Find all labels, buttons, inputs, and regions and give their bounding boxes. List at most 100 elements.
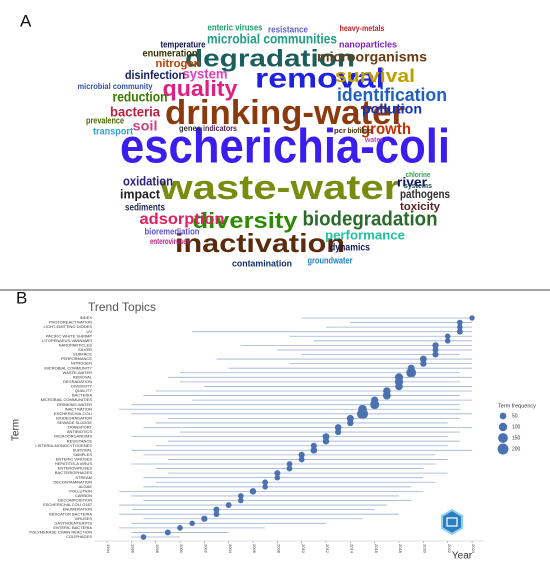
y-tick-label: QUALITY	[75, 388, 92, 393]
word: indicators	[203, 124, 237, 133]
word: toxicity	[400, 201, 441, 213]
trend-point	[262, 479, 269, 486]
word: pcr	[334, 128, 346, 135]
y-tick-label: COLIPHAGES	[66, 534, 92, 539]
word: biodegradation	[303, 208, 438, 230]
trend-point	[286, 461, 293, 467]
word: identification	[337, 85, 447, 105]
logo	[441, 508, 463, 536]
word: water	[364, 137, 383, 144]
y-tick-label: ENTERIC BACTERIA	[53, 525, 92, 530]
y-tick-label: TRANSPORT	[67, 425, 92, 430]
trend-point	[177, 525, 183, 531]
trend-point	[456, 328, 463, 335]
trend-point	[382, 391, 391, 400]
x-tick-label: 2016	[374, 544, 379, 554]
word: resistance	[268, 24, 308, 34]
y-tick-label: HEPATITIS-A VIRUS	[55, 461, 93, 466]
word: biofilms	[348, 128, 373, 135]
y-tick-label: PHOTOREACTIVATION	[49, 320, 92, 325]
y-tick-label: REMOVAL	[73, 374, 93, 379]
trend-point	[444, 338, 451, 344]
legend-size-marker	[497, 443, 509, 455]
y-tick-label: SEWAGE SLUDGE	[57, 420, 92, 425]
word: heavy-metals	[340, 24, 385, 33]
x-tick-label: 2020	[422, 544, 427, 554]
y-tick-label: ESCHERICHIA-COLI	[54, 411, 92, 416]
y-tick-label: ENTERIC VIRUSES	[56, 457, 93, 462]
y-tick-label: SURFACE	[73, 352, 92, 357]
word: escherichia-coli	[120, 121, 450, 174]
y-tick-label: ALGAE	[79, 484, 93, 489]
trend-point	[140, 534, 147, 540]
x-tick-label: 2006	[252, 544, 257, 554]
y-tick-label: GASTROENTERITIS	[54, 520, 92, 525]
x-tick-label: 2012	[325, 544, 330, 554]
y-tick-label: NANOPARTICLES	[59, 342, 93, 347]
word: enumeration	[143, 49, 198, 60]
trend-point	[469, 315, 475, 321]
x-tick-label: 1996	[130, 544, 135, 554]
y-tick-label: PACIFIC WHITE SHRIMP	[46, 333, 92, 338]
y-tick-label: MICROBIAL COMMUNITIES	[41, 397, 93, 402]
y-tick-label: MICROBIAL COMMUNITY	[44, 365, 92, 370]
x-tick-label: 2008	[276, 544, 281, 554]
trend-point	[213, 511, 220, 518]
legend-size-marker	[499, 412, 507, 420]
y-tick-label: BACTERIA	[72, 393, 92, 398]
x-tick-label: 2004	[228, 544, 233, 554]
word: waste-water	[159, 169, 400, 207]
y-axis-label: Term	[11, 419, 22, 441]
word: dynamics	[330, 243, 370, 254]
word: nanoparticles	[339, 39, 397, 49]
word: systems	[404, 183, 432, 190]
legend-label: 50	[512, 413, 518, 419]
x-tick-label: 2002	[203, 544, 208, 554]
word: groundwater	[308, 255, 353, 265]
trend-point	[262, 484, 268, 490]
y-tick-label: DECONTAMINATION	[53, 479, 92, 484]
word: inactivation	[175, 228, 345, 258]
word: chlorine	[406, 172, 431, 179]
y-tick-label: NITROGEN	[71, 361, 92, 366]
trend-point	[189, 520, 195, 527]
y-tick-label: BIODEGRADATION	[56, 415, 92, 420]
word: prevalence	[86, 115, 124, 125]
y-tick-label: LITOPENAEUS-VANNAMEI	[42, 338, 92, 343]
trend-point	[213, 506, 220, 513]
word: enteroviruses	[150, 237, 190, 246]
word: sediments	[125, 203, 165, 214]
legend-size-marker	[498, 422, 508, 432]
x-tick-label: 2010	[301, 544, 306, 554]
y-tick-label: STREAM	[75, 475, 92, 480]
word: diversity	[193, 208, 299, 233]
panel-label: B	[16, 288, 27, 307]
y-tick-label: INACTIVATION	[65, 406, 93, 411]
word: bioremediation	[145, 226, 200, 236]
trend-point	[201, 515, 208, 522]
word: adsorption	[140, 211, 225, 228]
legend-label: 200	[512, 446, 521, 452]
y-tick-label: PERFORMANCE	[61, 356, 92, 361]
x-tick-label: 2024	[471, 544, 476, 554]
y-tick-label: DRINKING-WATER	[57, 402, 92, 407]
word: oxidation	[123, 173, 173, 188]
word: pollution	[362, 101, 422, 117]
y-tick-label: UV	[86, 329, 92, 334]
y-tick-label: LIGHT-EMITTING DIODES	[44, 324, 93, 329]
y-tick-label: VIRUSES	[74, 516, 92, 521]
trend-point	[237, 493, 244, 499]
word: system	[183, 66, 228, 82]
trend-point	[370, 400, 380, 410]
x-tick-label: 2014	[349, 544, 354, 554]
word: impact	[120, 186, 161, 201]
legend-label: 100	[512, 424, 521, 430]
trend-point	[457, 324, 463, 330]
x-axis-label: Year	[452, 551, 473, 562]
word: nitrogen	[156, 58, 201, 70]
trend-point	[420, 360, 427, 367]
trend-point	[298, 451, 305, 458]
y-tick-label: SURVIVAL	[73, 447, 93, 452]
word: survival	[335, 66, 415, 86]
